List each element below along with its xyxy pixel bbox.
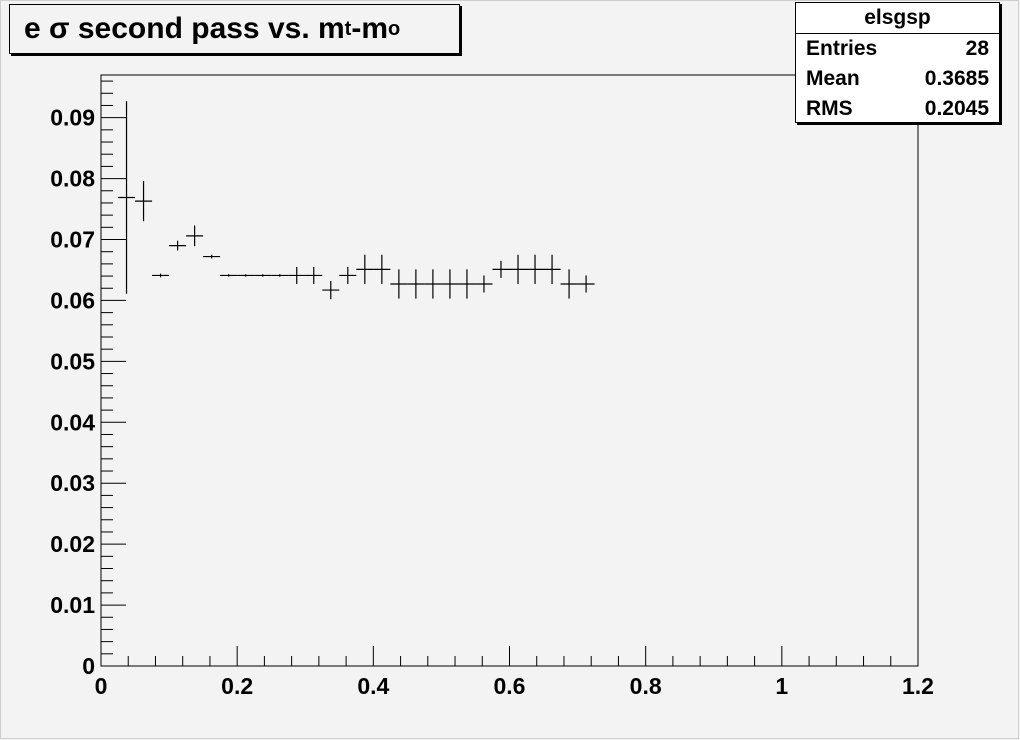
title-prefix: e σ second pass vs. m [24,12,345,45]
data-point [254,274,272,277]
stats-label: Entries [806,37,878,60]
y-tick-label: 0 [82,653,95,679]
stats-row-entries: Entries 28 [796,34,999,64]
data-point [271,274,289,277]
data-point [526,254,544,284]
y-tick-label: 0.08 [50,166,95,192]
y-tick-label: 0.07 [50,227,95,253]
data-point [356,254,374,284]
data-point [237,274,255,277]
x-tick-label: 0.2 [221,673,253,699]
data-point [458,269,476,299]
stats-value: 0.2045 [924,97,989,120]
x-tick-label: 0.8 [630,673,662,699]
data-point [186,225,204,247]
data-point [560,269,578,299]
x-tick-label: 0.4 [357,673,389,699]
data-point [441,269,459,299]
stats-value: 28 [965,37,989,60]
data-point [339,266,357,284]
data-point [424,269,442,299]
data-point [407,269,425,299]
stats-histogram-name: elsgsp [796,3,999,34]
data-point [390,269,408,299]
data-point [169,240,187,251]
data-point [322,280,340,300]
stats-label: Mean [806,67,860,90]
y-tick-label: 0.02 [50,531,95,557]
y-tick-label: 0.09 [50,105,95,131]
data-point [152,273,170,278]
data-point [305,266,323,284]
data-point [220,274,238,277]
x-tick-label: 1.2 [902,673,934,699]
y-tick-label: 0.05 [50,348,95,374]
title-mid: -m [351,12,389,45]
y-tick-label: 0.01 [50,592,95,618]
stats-value: 0.3685 [924,67,989,90]
data-point [373,254,391,284]
x-tick-label: 1 [775,673,788,699]
data-point [509,254,527,284]
data-point [492,260,510,278]
plot-frame [100,74,919,667]
data-point [203,254,221,259]
plot-title: e σ second pass vs. m t -m o [9,4,460,54]
y-tick-label: 0.06 [50,287,95,313]
stats-label: RMS [806,97,853,120]
x-tick-label: 0.6 [494,673,526,699]
stats-row-rms: RMS 0.2045 [796,94,999,124]
title-subscript-t: t [344,17,352,40]
y-tick-label: 0.04 [50,409,95,435]
data-point [543,254,561,284]
y-tick-label: 0.03 [50,470,95,496]
title-subscript-o: o [388,17,401,40]
data-point [577,275,595,293]
data-point [135,181,153,222]
stats-box: elsgsp Entries 28 Mean 0.3685 RMS 0.2045 [795,2,1000,123]
data-point [118,101,136,294]
data-point [288,266,306,284]
data-point [475,275,493,293]
stats-row-mean: Mean 0.3685 [796,64,999,94]
x-tick-label: 0 [95,673,108,699]
